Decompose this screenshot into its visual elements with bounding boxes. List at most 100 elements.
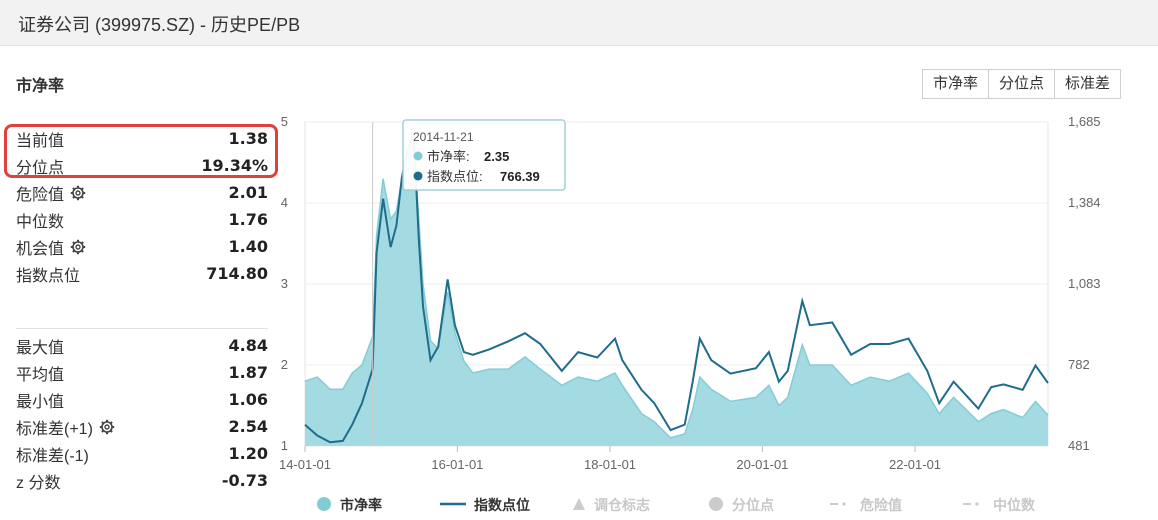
stat-row: 当前值 1.38 <box>16 125 268 152</box>
index-point <box>653 402 655 404</box>
stat-label: 标准差(-1) <box>16 442 89 466</box>
y-left-tick-label: 2 <box>281 357 288 372</box>
index-point <box>395 224 397 226</box>
pb-point <box>669 437 671 439</box>
index-point <box>710 359 712 361</box>
stat-value: 1.06 <box>228 390 268 409</box>
legend-item[interactable]: 指数点位 <box>440 492 530 518</box>
stat-label: 指数点位 <box>16 262 80 286</box>
stat-label-text: 最大值 <box>16 339 65 357</box>
index-point <box>539 343 541 345</box>
stat-label: 标准差(+1) <box>16 415 115 439</box>
tooltip-pb-label: 市净率: <box>427 149 470 164</box>
pb-point <box>596 380 598 382</box>
index-point <box>729 372 731 374</box>
stat-label: 中位数 <box>16 208 64 232</box>
pb-point <box>472 372 474 374</box>
index-point <box>938 402 940 404</box>
stat-value: 4.84 <box>228 336 268 355</box>
pb-point <box>801 344 803 346</box>
index-point <box>907 337 909 339</box>
legend-item[interactable]: 分位点 <box>708 492 774 518</box>
pb-point <box>437 348 439 350</box>
index-point <box>614 337 616 339</box>
tab-pb[interactable]: 市净率 <box>923 70 990 98</box>
stat-value: 19.34% <box>201 156 268 175</box>
legend-item[interactable]: 市净率 <box>316 492 382 518</box>
tab-stddev[interactable]: 标准差 <box>1065 75 1111 92</box>
stat-row: 指数点位 714.80 <box>16 260 268 287</box>
index-point <box>952 380 954 382</box>
stat-label-text: 中位数 <box>16 213 65 231</box>
legend-item[interactable]: 调仓标志 <box>572 492 650 518</box>
stat-label-text: 分位点 <box>16 159 65 177</box>
stat-value: 2.01 <box>228 183 268 202</box>
gear-icon[interactable] <box>99 419 115 435</box>
index-point <box>463 351 465 353</box>
gear-icon[interactable] <box>70 239 86 255</box>
index-point <box>342 440 344 442</box>
pb-point <box>699 376 701 378</box>
y-right-tick-label: 481 <box>1068 438 1090 453</box>
index-point <box>361 402 363 404</box>
legend-label: 危险值 <box>860 497 902 513</box>
stat-row: 最大值 4.84 <box>16 332 268 359</box>
y-left-tick-label: 4 <box>281 195 288 210</box>
pb-point <box>304 380 306 382</box>
stat-value: 1.76 <box>228 210 268 229</box>
index-point <box>755 367 757 369</box>
pb-point <box>382 178 384 180</box>
pb-point <box>691 408 693 410</box>
pb-point <box>850 384 852 386</box>
index-point <box>1034 364 1036 366</box>
legend-item[interactable]: 危险值 <box>830 492 902 518</box>
legend-marker-icon <box>572 497 586 514</box>
pb-point <box>524 356 526 358</box>
pb-point <box>454 331 456 333</box>
pb-point <box>1047 414 1049 416</box>
index-point <box>577 351 579 353</box>
pb-point <box>507 368 509 370</box>
index-point <box>561 370 563 372</box>
pb-point <box>684 433 686 435</box>
pb-point <box>926 392 928 394</box>
gear-icon[interactable] <box>70 185 86 201</box>
pb-point <box>869 376 871 378</box>
legend-label: 调仓标志 <box>594 497 650 513</box>
stat-value: 1.38 <box>228 129 268 148</box>
stat-row: 标准差(-1) 1.20 <box>16 440 268 467</box>
pb-point <box>809 364 811 366</box>
pb-point <box>614 372 616 374</box>
tooltip-box <box>402 119 566 191</box>
pb-point <box>907 372 909 374</box>
y-left-tick-label: 5 <box>281 114 288 129</box>
stats-panel-top: 当前值 1.38 分位点 19.34% 危险值 2.01 中位数 1.76 机会值 1.40 指数点… <box>16 125 268 287</box>
stat-label-text: 标准差(-1) <box>16 447 89 465</box>
pb-point <box>488 368 490 370</box>
index-point <box>778 380 780 382</box>
index-point <box>304 424 306 426</box>
index-point <box>809 324 811 326</box>
index-point <box>801 300 803 302</box>
index-point <box>850 354 852 356</box>
stat-label: 分位点 <box>16 154 64 178</box>
index-point <box>524 332 526 334</box>
stat-label-text: 机会值 <box>16 240 65 258</box>
legend-marker-icon <box>440 496 466 515</box>
tab-percentile[interactable]: 分位点 <box>989 70 1056 98</box>
index-point <box>1022 389 1024 391</box>
x-tick-label: 18-01-01 <box>584 457 636 472</box>
index-point <box>1047 382 1049 384</box>
tooltip-pb-value: 2.35 <box>484 149 509 164</box>
index-point <box>786 370 788 372</box>
index-point <box>507 340 509 342</box>
pb-point <box>768 384 770 386</box>
y-right-tick-label: 1,685 <box>1068 114 1101 129</box>
pb-point <box>653 421 655 423</box>
stat-row: z 分数 -0.73 <box>16 467 268 494</box>
tooltip-pb-marker <box>413 151 423 161</box>
stat-row: 中位数 1.76 <box>16 206 268 233</box>
legend-label: 分位点 <box>732 497 774 513</box>
legend-label: 市净率 <box>340 497 382 513</box>
legend-item[interactable]: 中位数 <box>963 492 1035 518</box>
